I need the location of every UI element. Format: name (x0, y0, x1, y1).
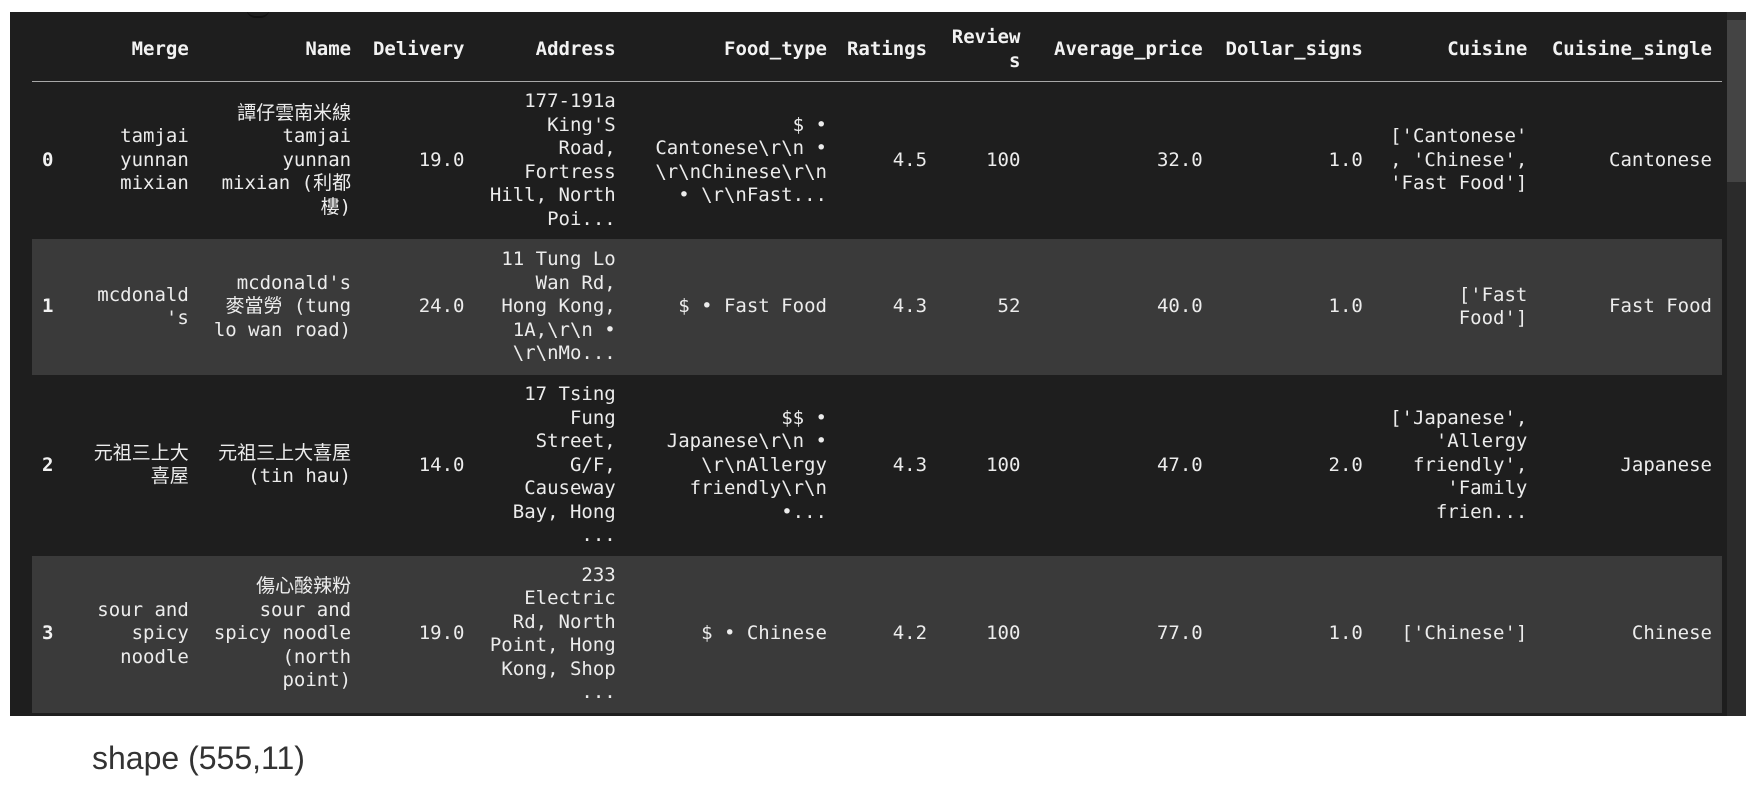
shape-caption: shape (555,11) (92, 740, 305, 776)
cell-ratings: 4.3 (892, 453, 928, 476)
column-header-name: Name (198, 22, 362, 82)
cell-name: 南記粉麵 nam kee spring roll noodle co... (199, 713, 361, 717)
cell-name: 傷心酸辣粉 sour and spicy noodle (north point… (213, 575, 352, 692)
cell-reviews: 100 (986, 148, 1021, 171)
cell-dollar-signs: 2.0 (1328, 453, 1363, 476)
cell-delivery: 24.0 (418, 295, 465, 318)
cell-food-type: $ • Cantonese\r\n • \r\nChinese\r\n • \r… (655, 113, 827, 207)
cell-delivery: 14.0 (418, 453, 465, 476)
cell-ratings: 4.5 (892, 148, 928, 171)
column-header-reviews: Reviews (937, 22, 1031, 82)
cell-delivery: 19.0 (418, 622, 465, 645)
dataframe-table: Merge Name Delivery Address Food_type Ra… (32, 22, 1722, 716)
cell-average-price: 40.0 (1156, 295, 1203, 318)
cell-merge: tamjai yunnan mixian (120, 125, 189, 195)
dataframe-output: Merge Name Delivery Address Food_type Ra… (10, 12, 1746, 716)
cell-delivery: 19.0 (418, 148, 465, 171)
table-row: 4 nam kee spring roll noodle co... 南記粉麵 … (32, 713, 1722, 717)
cell-address: 11 Tung Lo Wan Rd, Hong Kong, 1A,\r\n • … (501, 248, 616, 365)
row-index: 3 (42, 622, 54, 645)
cell-ratings: 4.3 (892, 295, 928, 318)
cell-name: 譚仔雲南米線 tamjai yunnan mixian (利都樓) (221, 101, 352, 218)
cell-cuisine: ['Fast Food'] (1458, 283, 1528, 330)
cell-merge: 元祖三上大喜屋 (93, 441, 189, 488)
cell-average-price: 47.0 (1156, 453, 1203, 476)
cell-dollar-signs: 1.0 (1328, 622, 1363, 645)
cell-dollar-signs: 1.0 (1213, 713, 1373, 717)
table-header: Merge Name Delivery Address Food_type Ra… (32, 22, 1722, 82)
table-row: 1 mcdonald's mcdonald's 麥當勞 (tung lo wan… (32, 239, 1722, 375)
column-header-address: Address (474, 22, 626, 82)
cell-average-price: 71.0 (1030, 713, 1212, 717)
column-header-cuisine: Cuisine (1372, 22, 1538, 82)
cell-name: mcdonald's 麥當勞 (tung lo wan road) (213, 271, 352, 341)
cell-cuisine-single: Cantonese (1609, 148, 1712, 171)
cell-address: 177-191a King'S Road, Fortress Hill, Nor… (489, 90, 616, 230)
row-index: 0 (42, 148, 54, 171)
cell-ratings: 4.5 (837, 713, 937, 717)
vertical-scrollbar[interactable] (1727, 12, 1746, 716)
cell-address: 233 Electric Rd, North Point, Hong Kong,… (489, 563, 616, 704)
cell-merge: nam kee spring roll noodle co... (76, 713, 198, 717)
row-index: 1 (42, 295, 54, 318)
cell-average-price: 77.0 (1156, 622, 1203, 645)
cell-merge: mcdonald's (97, 283, 189, 330)
column-header-cuisine-single: Cuisine_single (1537, 22, 1722, 82)
cell-cuisine-single: Japanese (1620, 453, 1712, 476)
cell-dollar-signs: 1.0 (1328, 148, 1363, 171)
cell-cuisine: ['Cantonese'] (1373, 713, 1538, 717)
cell-merge: sour and spicy noodle (97, 598, 189, 668)
cell-reviews: 100 (986, 453, 1021, 476)
cell-food-type: $ • Cantonese (626, 713, 837, 717)
header-row: Merge Name Delivery Address Food_type Ra… (32, 22, 1722, 82)
column-header-delivery: Delivery (361, 22, 475, 82)
cell-reviews: 100 (986, 622, 1021, 645)
cell-cuisine-single: Cantonese (1537, 713, 1722, 717)
cell-food-type: $$ • Japanese\r\n • \r\nAllergy friendly… (666, 406, 827, 523)
cell-cuisine: ['Chinese'] (1401, 622, 1528, 645)
cell-delivery: 24.0 (361, 713, 474, 717)
cell-ratings: 4.2 (892, 622, 928, 645)
cell-cuisine: ['Japanese', 'Allergy friendly', 'Family… (1390, 406, 1528, 523)
column-header-ratings: Ratings (836, 22, 938, 82)
row-index: 4 (32, 713, 76, 717)
cell-cuisine: ['Cantonese', 'Chinese', 'Fast Food'] (1390, 125, 1528, 195)
cell-dollar-signs: 1.0 (1328, 295, 1363, 318)
cell-name: 元祖三上大喜屋 (tin hau) (218, 441, 352, 488)
cell-food-type: $ • Chinese (701, 622, 827, 645)
column-header-dollar-signs: Dollar_signs (1212, 22, 1373, 82)
column-header-merge: Merge (76, 22, 199, 82)
cell-food-type: $ • Fast Food (678, 295, 827, 318)
cell-reviews: 100 (937, 713, 1030, 717)
column-header-average-price: Average_price (1030, 22, 1213, 82)
cell-address: 17 Tsing Fung Street, G/F, Causeway Bay,… (512, 383, 616, 546)
table-row: 2 元祖三上大喜屋 元祖三上大喜屋 (tin hau) 14.0 17 Tsin… (32, 375, 1722, 556)
cell-address: 96 Percival St, Causeway Bay, Hong ... (475, 713, 626, 717)
cell-cuisine-single: Fast Food (1609, 295, 1712, 318)
row-index: 2 (42, 453, 54, 476)
column-header-food-type: Food_type (625, 22, 837, 82)
cell-average-price: 32.0 (1156, 148, 1203, 171)
table-row: 0 tamjai yunnan mixian 譚仔雲南米線 tamjai yun… (32, 82, 1722, 240)
cropped-glyph (246, 12, 270, 18)
index-header (32, 22, 77, 82)
cell-cuisine-single: Chinese (1631, 622, 1712, 645)
table-row: 3 sour and spicy noodle 傷心酸辣粉 sour and s… (32, 555, 1722, 713)
cell-reviews: 52 (997, 295, 1021, 318)
scrollbar-thumb[interactable] (1727, 20, 1746, 182)
